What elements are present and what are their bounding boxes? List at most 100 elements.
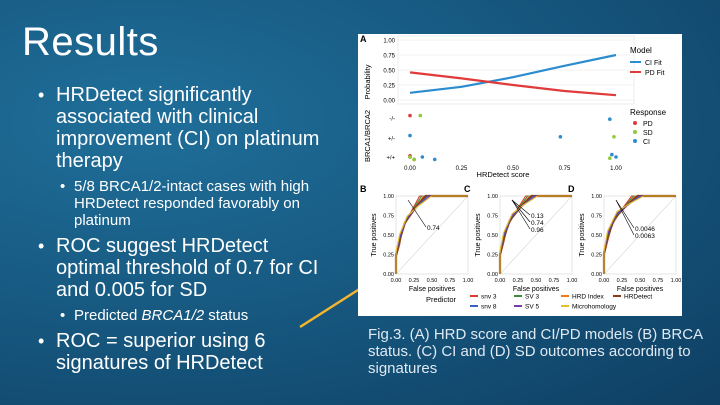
panelC-xtick: 0.75 (549, 278, 560, 284)
scatter-point-ci (432, 157, 437, 162)
panelB-curve-microhomology (395, 195, 468, 274)
predictor-label: Microhomology (572, 304, 617, 311)
legend-model-title: Model (630, 46, 652, 55)
panelD-ylabel: True positives (579, 213, 586, 257)
bullet-2-sub-suffix: status (204, 307, 249, 324)
panelB-ytick: 1.00 (383, 194, 394, 200)
panelC-diagonal (499, 195, 573, 275)
panelC-annotation: 0.13 (531, 213, 544, 220)
bullet-2: ROC suggest HRDetect optimal threshold o… (38, 235, 338, 301)
panelD-ytick: 0.75 (591, 214, 602, 220)
panelB-diagonal (395, 195, 469, 275)
scatter-point-sd (418, 113, 423, 118)
series-line-ci-fit (409, 53, 617, 94)
panel-a-cat-ylabel: BRCA1/BRCA2 (363, 110, 372, 162)
panelB-ylabel: True positives (371, 213, 378, 257)
panelC-xtick: 0.00 (495, 278, 506, 284)
panelD-label: D (568, 184, 575, 194)
panelD-ytick: 0.00 (591, 272, 602, 278)
panelD-ytick: 0.25 (591, 253, 602, 259)
panel-a-xtick: 0.25 (456, 166, 468, 172)
legend-ci-swatch (633, 139, 637, 143)
panelC-annotation-pointer (511, 199, 531, 230)
scatter-point-ci (558, 135, 563, 139)
bullet-3: ROC = superior using 6 signatures of HRD… (38, 330, 338, 374)
panel-a-xtick: 0.50 (507, 166, 519, 172)
panelD-annotation-pointer (615, 199, 635, 236)
panel-a-xtick: 0.00 (404, 166, 416, 172)
panel-a-ytick: 0.50 (383, 69, 395, 75)
scatter-point-ci (608, 117, 612, 121)
scatter-point-sd (608, 156, 612, 160)
legend-response-title: Response (630, 108, 667, 117)
panel-a-cat-label: +/+ (386, 156, 395, 162)
predictor-label: snv 3 (481, 294, 497, 301)
legend-pd: PD (643, 121, 653, 128)
panelB-label: B (360, 184, 367, 194)
panelD-xtick: 1.00 (671, 278, 682, 284)
panelB-xtick: 0.25 (409, 278, 420, 284)
bullet-2-sub: Predicted BRCA1/2 status (60, 307, 338, 324)
panel-a-lines (409, 53, 617, 97)
panelB-ytick: 0.00 (383, 272, 394, 278)
bullet-2-sub-prefix: Predicted (74, 307, 142, 324)
legend-pd-swatch (633, 121, 637, 125)
panelB-ytick: 0.75 (383, 214, 394, 220)
figure: A Probability 1.00 0.75 0.50 0.25 0.00 BRCA1… (358, 34, 682, 316)
bullet-1-sub: 5/8 BRCA1/2-intact cases with high HRDet… (60, 178, 338, 229)
panelD-annotation-pointer (615, 199, 635, 229)
scatter-point-sd (408, 155, 412, 159)
panelD-annotation: 0.0046 (635, 226, 655, 233)
bullet-list: HRDetect significantly associated with c… (38, 84, 338, 380)
panelD-ytick: 1.00 (591, 194, 602, 200)
slide-title: Results (22, 20, 159, 64)
bullet-1: HRDetect significantly associated with c… (38, 84, 338, 172)
panelB-annotation-pointer (407, 199, 427, 228)
panelC-annotation: 0.74 (531, 220, 544, 227)
panel-a-points (408, 113, 618, 162)
predictor-label: SV 5 (525, 304, 539, 311)
panel-a-top-frame (397, 35, 635, 105)
panelB-xtick: 1.00 (463, 278, 474, 284)
panelC-annotation-pointer (511, 199, 531, 216)
panelC-xtick: 0.25 (513, 278, 524, 284)
panel-a-ytick: 1.00 (383, 39, 395, 45)
panel-a-xlabel: HRDetect score (477, 170, 530, 179)
series-line-pd-fit (409, 71, 617, 97)
scatter-point-sd (612, 135, 616, 139)
panel-a-cat-label: -/- (389, 117, 395, 123)
predictor-label: snv 8 (481, 304, 497, 311)
panel-a-ytick: 0.25 (383, 84, 395, 90)
panelC-xtick: 1.00 (567, 278, 578, 284)
scatter-point-ci (408, 133, 412, 138)
roc-panelB: B True positives 1.00 0.75 0.50 0.25 0.00 0.74 0… (360, 184, 473, 293)
scatter-point-sd (412, 157, 416, 162)
panelD-annotation: 0.0063 (635, 233, 655, 240)
panel-a-label: A (360, 34, 367, 44)
panelC-xlabel: False positives (513, 286, 560, 293)
scatter-point-ci (420, 155, 425, 159)
panelD-xlabel: False positives (617, 286, 664, 293)
panelC-annotation-pointer (511, 199, 531, 223)
panelD-xtick: 0.75 (653, 278, 664, 284)
bullet-2-sub-italic: BRCA1/2 (141, 307, 205, 324)
scatter-point-ci (614, 155, 618, 159)
panelC-ytick: 0.25 (487, 253, 498, 259)
panel-a-xtick: 0.75 (559, 166, 571, 172)
panelC-label: C (464, 184, 471, 194)
panel-a-ylabel: Probability (363, 64, 372, 99)
predictor-title: Predictor (426, 295, 457, 304)
legend-sd-swatch (633, 130, 637, 134)
figure-caption: Fig.3. (A) HRD score and CI/PD models (B… (368, 326, 703, 377)
roc-panelD: D True positives 1.00 0.75 0.50 0.25 0.00 0.004… (568, 184, 681, 293)
panel-a-categories: -/- +/- +/+ (386, 117, 395, 162)
panelD-xtick: 0.25 (617, 278, 628, 284)
panelC-annotation: 0.96 (531, 227, 544, 234)
figure-svg: A Probability 1.00 0.75 0.50 0.25 0.00 BRCA1… (360, 34, 681, 311)
legend-pd-fit: PD Fit (645, 70, 665, 77)
scatter-point-pd (408, 113, 412, 118)
panel-a-ytick: 0.75 (383, 54, 395, 60)
panelB-xtick: 0.75 (445, 278, 456, 284)
panelC-curve-microhomology (499, 195, 572, 274)
